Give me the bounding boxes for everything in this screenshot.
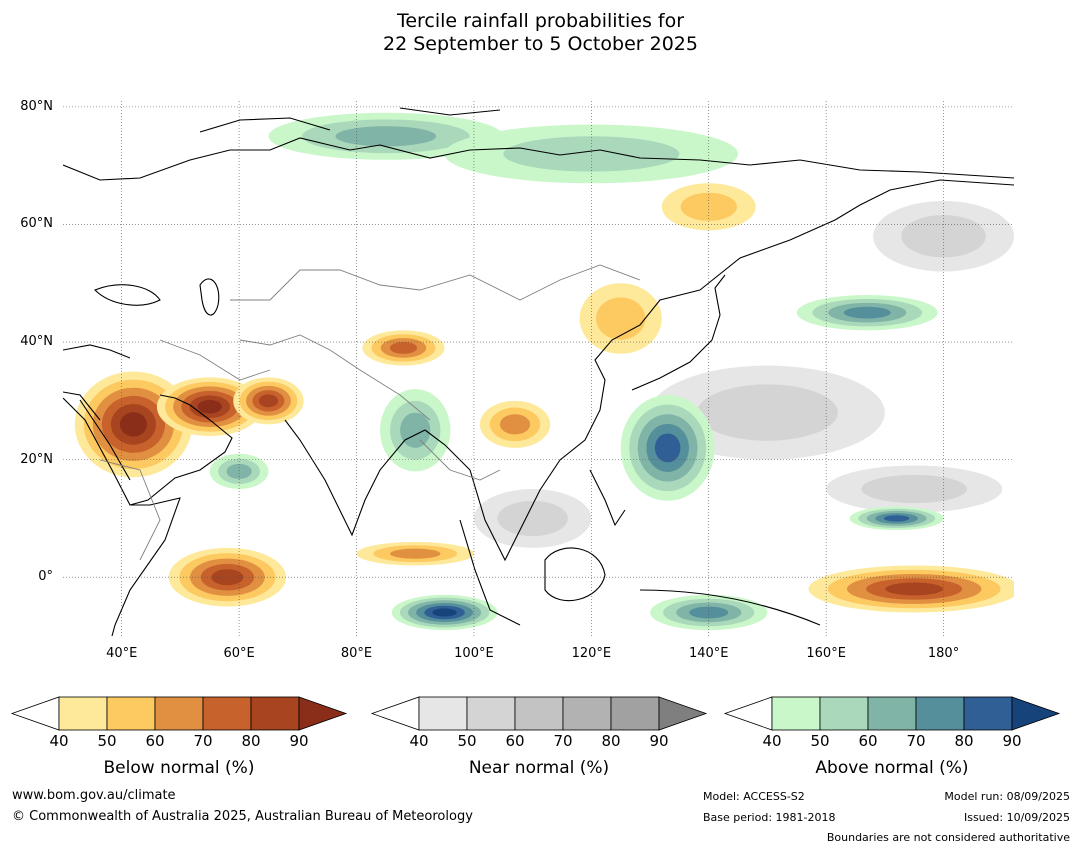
region-above-15-band-1 [503, 136, 680, 172]
colorbar-near-segment-1 [466, 696, 516, 731]
region-near-10-band-1 [697, 384, 838, 441]
lat-label: 80°N [20, 98, 53, 114]
region-below-6-band-2 [499, 414, 531, 435]
region-below-2-band-4 [258, 394, 279, 408]
colorbar-above-tick: 60 [858, 732, 878, 750]
colorbar-near-tick: 50 [457, 732, 477, 750]
probability-regions [74, 112, 1014, 631]
colorbar-below-tick: 40 [49, 732, 69, 750]
map-title-line2: 22 September to 5 October 2025 [383, 33, 698, 55]
region-below-5-band-2 [390, 548, 441, 559]
colorbar-above-segment-2 [867, 696, 917, 731]
region-below-1-band-5 [197, 399, 222, 414]
colorbar-below-over-arrow [298, 696, 348, 731]
colorbar-below-under-arrow [10, 696, 60, 731]
region-near-13-band-1 [497, 500, 568, 537]
colorbar-above-tick: 50 [810, 732, 830, 750]
colorbar-near-under-arrow [370, 696, 420, 731]
colorbar-above-segment-1 [819, 696, 869, 731]
colorbar-below-segment-1 [106, 696, 156, 731]
boundaries-disclaimer: Boundaries are not considered authoritat… [826, 831, 1070, 844]
country-borders [99, 264, 641, 561]
region-above-19-band-4 [883, 515, 910, 522]
colorbar-below-tick: 60 [145, 732, 165, 750]
lon-label: 120°E [571, 646, 612, 661]
lat-label: 0° [38, 569, 53, 585]
colorbar-below [10, 696, 348, 731]
colorbar-above-segment-3 [915, 696, 965, 731]
lon-label: 80°E [340, 646, 373, 661]
region-below-7-band-1 [596, 297, 646, 340]
lon-label: 100°E [454, 646, 494, 661]
region-above-18-band-3 [843, 306, 891, 319]
colorbar-near-segment-3 [562, 696, 612, 731]
lon-label: 160°E [806, 646, 846, 661]
lon-label: 40°E [106, 646, 138, 661]
colorbar-below-tick: 70 [193, 732, 213, 750]
lat-label: 20°N [20, 451, 53, 467]
issued-date: Issued: 10/09/2025 [963, 811, 1070, 824]
colorbar-near [370, 696, 708, 731]
colorbar-near-tick: 70 [553, 732, 573, 750]
lon-label: 140°E [688, 646, 729, 661]
colorbar-below-segment-0 [58, 696, 108, 731]
colorbar-below-tick: 90 [289, 732, 309, 750]
colorbar-near-segment-0 [418, 696, 468, 731]
colorbar-above-tick: 70 [906, 732, 926, 750]
colorbar-near-tick: 80 [601, 732, 621, 750]
colorbar-near-over-arrow [658, 696, 708, 731]
colorbar-near-label: Near normal (%) [468, 758, 610, 778]
copyright-text: © Commonwealth of Australia 2025, Austra… [12, 809, 473, 824]
colorbar-below-segment-3 [202, 696, 252, 731]
region-near-11-band-1 [861, 474, 968, 504]
region-above-20-band-3 [689, 606, 729, 619]
lon-label: 60°E [223, 646, 255, 661]
region-above-22-band-2 [226, 463, 252, 479]
region-above-14-band-2 [335, 126, 437, 147]
model-name: Model: ACCESS-S2 [703, 790, 805, 803]
colorbar-near-tick: 40 [409, 732, 429, 750]
colorbar-below-segment-2 [154, 696, 204, 731]
colorbar-above-over-arrow [1011, 696, 1061, 731]
coastlines [63, 107, 1014, 636]
colorbar-above [723, 696, 1061, 731]
graticule [63, 101, 1014, 636]
colorbar-below-label: Below normal (%) [103, 758, 255, 778]
colorbar-near-tick: 90 [649, 732, 669, 750]
colorbar-above-under-arrow [723, 696, 773, 731]
colorbar-above-tick: 40 [762, 732, 782, 750]
colorbar-above-tick: 90 [1002, 732, 1022, 750]
colorbars [10, 696, 1061, 731]
colorbar-near-segment-2 [514, 696, 564, 731]
region-below-3-band-3 [389, 342, 418, 354]
colorbar-below-tick: 50 [97, 732, 117, 750]
colorbar-above-segment-0 [771, 696, 821, 731]
region-below-0-band-5 [119, 412, 147, 437]
lon-label: 180° [927, 646, 960, 661]
model-run-date: Model run: 08/09/2025 [944, 790, 1070, 803]
region-above-17-band-5 [432, 608, 457, 617]
base-period: Base period: 1981-2018 [703, 811, 836, 824]
colorbar-below-segment-4 [250, 696, 300, 731]
lat-label: 60°N [20, 216, 53, 232]
map-title-line1: Tercile rainfall probabilities for [396, 10, 685, 32]
colorbar-above-tick: 80 [954, 732, 974, 750]
colorbar-below-tick: 80 [241, 732, 261, 750]
colorbar-near-segment-4 [610, 696, 660, 731]
colorbar-above-segment-4 [963, 696, 1013, 731]
colorbar-above-label: Above normal (%) [815, 758, 969, 778]
region-above-16-band-4 [654, 433, 681, 463]
colorbar-near-tick: 60 [505, 732, 525, 750]
lat-label: 40°N [20, 334, 53, 350]
website-url: www.bom.gov.au/climate [12, 788, 176, 803]
region-below-4-band-4 [211, 569, 244, 586]
region-below-9-band-4 [885, 582, 944, 596]
